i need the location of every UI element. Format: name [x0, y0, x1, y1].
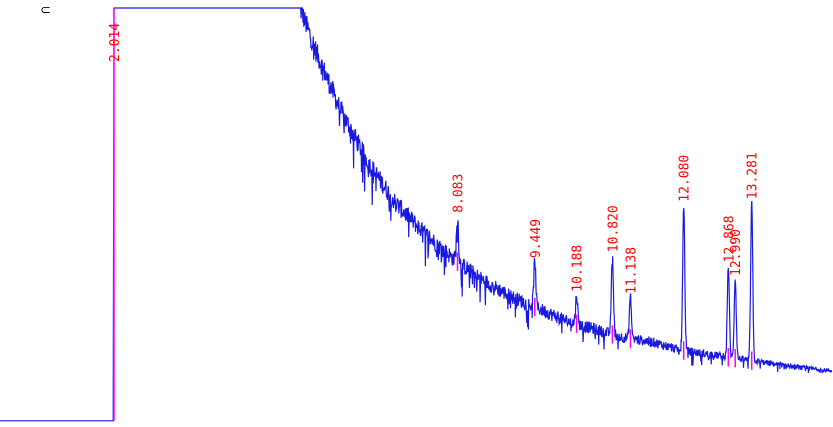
peak-label-2: 9.449: [529, 219, 544, 258]
peak-label-5: 11.138: [624, 247, 639, 294]
peak-label-0: 2.014: [108, 23, 123, 62]
chromatogram-trace: [0, 7, 833, 422]
peak-marker-layer: [113, 8, 753, 421]
peak-label-6: 12.080: [678, 155, 693, 202]
peak-label-1: 8.083: [452, 174, 467, 213]
peak-label-7: 12.868: [722, 215, 737, 262]
corner-mark: ⊂: [40, 3, 51, 18]
peak-label-8: 12.990: [729, 229, 744, 276]
peak-label-9: 13.281: [746, 152, 761, 199]
trace-layer: [0, 7, 833, 422]
peak-label-4: 10.820: [606, 205, 621, 252]
peak-label-3: 10.188: [571, 245, 586, 292]
